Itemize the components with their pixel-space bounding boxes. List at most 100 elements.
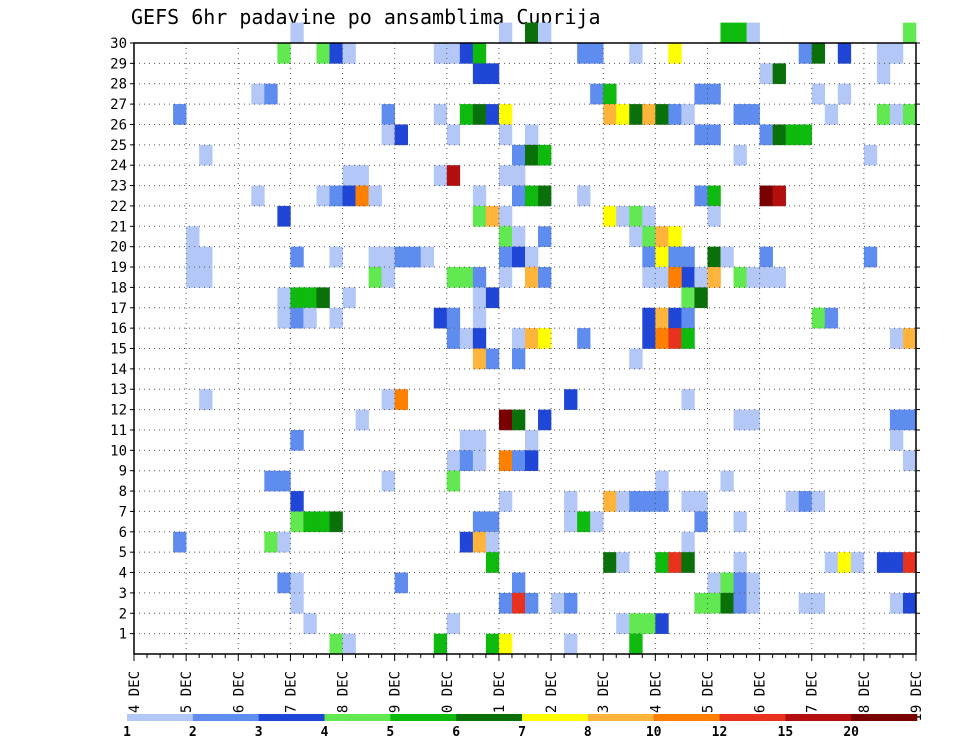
y-tick-label: 9 <box>119 464 127 480</box>
heatmap-cell <box>863 246 878 268</box>
heatmap-cell <box>394 246 408 268</box>
heatmap-cell <box>498 165 513 186</box>
x-tick-label: 09 DEC <box>388 671 404 722</box>
heatmap-cell <box>629 613 643 634</box>
heatmap-cell <box>525 267 539 288</box>
heatmap-cell <box>733 592 747 614</box>
heatmap-cell <box>498 22 513 44</box>
y-tick-label: 13 <box>110 382 127 398</box>
heatmap-cell <box>642 328 656 349</box>
heatmap-cell <box>889 429 904 451</box>
heatmap-cell <box>629 104 643 125</box>
heatmap-cell <box>381 104 395 125</box>
heatmap-cell <box>472 185 487 207</box>
heatmap-cell <box>290 246 304 268</box>
heatmap-cell <box>655 246 669 268</box>
heatmap-cell <box>459 267 474 288</box>
heatmap-cell <box>538 328 552 349</box>
legend-label: 15 <box>778 725 794 740</box>
heatmap-cell <box>577 511 591 533</box>
y-tick-label: 4 <box>119 566 127 582</box>
y-tick-label: 11 <box>110 423 127 439</box>
heatmap-cell <box>837 83 852 105</box>
heatmap-cell <box>538 22 552 44</box>
y-tick-label: 17 <box>110 301 127 317</box>
heatmap-cell <box>824 552 839 573</box>
heatmap-cell <box>720 22 734 44</box>
heatmap-cell <box>407 246 422 268</box>
heatmap-cell <box>785 124 799 146</box>
heatmap-cell <box>329 185 343 207</box>
heatmap-cell <box>355 165 369 186</box>
heatmap-cell <box>303 613 317 634</box>
legend-label: 5 <box>386 725 394 740</box>
heatmap-cell <box>329 633 343 655</box>
heatmap-cell <box>511 165 526 186</box>
heatmap-cell <box>876 552 891 573</box>
heatmap-cell <box>642 307 656 329</box>
x-tick-label: 13 DEC <box>596 671 612 722</box>
heatmap-cell <box>681 328 695 349</box>
heatmap-cell <box>668 43 682 64</box>
heatmap-cell <box>316 185 330 207</box>
heatmap-cell <box>694 592 708 614</box>
heatmap-cell <box>655 307 669 329</box>
heatmap-cell <box>472 328 487 349</box>
legend-color-swatch <box>785 714 852 721</box>
y-tick-label: 23 <box>110 179 127 195</box>
heatmap-cell <box>394 124 408 146</box>
heatmap-cell <box>342 185 356 207</box>
y-tick-label: 8 <box>119 484 127 500</box>
x-tick-label: 07 DEC <box>283 671 299 722</box>
heatmap-cell <box>733 144 747 166</box>
heatmap-cell <box>707 124 721 146</box>
heatmap-cell <box>316 287 330 309</box>
heatmap-cell <box>902 104 917 125</box>
heatmap-cell <box>798 592 813 614</box>
heatmap-cell <box>642 104 656 125</box>
heatmap-cell <box>772 267 786 288</box>
x-tick-label: 05 DEC <box>179 671 195 722</box>
heatmap-cell <box>472 348 487 370</box>
heatmap-cell <box>733 22 747 44</box>
heatmap-cell <box>277 205 291 227</box>
heatmap-cell <box>655 552 669 573</box>
heatmap-cell <box>863 144 878 166</box>
x-tick-label: 17 DEC <box>805 671 821 722</box>
heatmap-cell <box>889 104 904 125</box>
heatmap-cell <box>498 491 513 512</box>
heatmap-cell <box>603 83 617 105</box>
heatmap-cell <box>290 511 304 533</box>
heatmap-cell <box>433 307 448 329</box>
heatmap-cell <box>759 267 773 288</box>
heatmap-cell <box>277 531 291 553</box>
y-tick-label: 28 <box>110 77 127 93</box>
heatmap-cell <box>655 491 669 512</box>
heatmap-cell <box>394 572 408 594</box>
heatmap-cell <box>577 43 591 64</box>
heatmap-cell <box>668 552 682 573</box>
x-tick-label: 08 DEC <box>336 671 352 722</box>
heatmap-cell <box>629 43 643 64</box>
heatmap-cell <box>498 226 513 247</box>
heatmap-cell <box>655 226 669 247</box>
heatmap-cell <box>525 22 539 44</box>
heatmap-cell <box>251 185 265 207</box>
heatmap-cell <box>642 613 656 634</box>
heatmap-cell <box>329 307 343 329</box>
heatmap-cell <box>811 83 826 105</box>
legend-color-swatch <box>127 714 194 721</box>
y-tick-label: 14 <box>110 362 127 378</box>
heatmap-cell <box>811 43 826 64</box>
heatmap-cell <box>342 165 356 186</box>
heatmap-cell <box>681 389 695 410</box>
heatmap-cell <box>642 246 656 268</box>
heatmap-cell <box>290 287 304 309</box>
heatmap-cell <box>420 246 435 268</box>
x-tick-label: 11 DEC <box>492 671 508 722</box>
heatmap-cell <box>525 592 539 614</box>
legend-color-swatch <box>587 714 654 721</box>
heatmap-cell <box>329 246 343 268</box>
heatmap-cell <box>303 287 317 309</box>
heatmap-cell <box>290 592 304 614</box>
